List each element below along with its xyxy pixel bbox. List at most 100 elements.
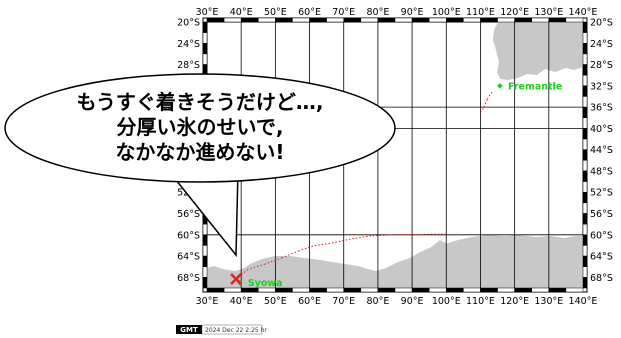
border-segment xyxy=(548,17,567,23)
border-segment xyxy=(309,17,327,23)
ship-position-marker xyxy=(230,273,242,285)
gmt-text-box xyxy=(201,324,263,335)
border-segment xyxy=(258,17,276,23)
border-segment xyxy=(343,287,362,293)
border-segment xyxy=(202,277,208,289)
australia-landmass xyxy=(493,22,583,80)
longitude-label: 40°E xyxy=(230,7,253,18)
longitude-label: 90°E xyxy=(401,7,424,18)
border-segment xyxy=(258,287,276,293)
border-segment xyxy=(582,64,588,76)
longitude-label: 70°E xyxy=(332,7,355,18)
border-segment xyxy=(582,234,588,246)
latitude-label: 20°S xyxy=(177,18,200,29)
border-segment xyxy=(514,287,532,293)
border-segment xyxy=(582,181,588,193)
longitude-label: 30°E xyxy=(196,7,219,18)
border-segment xyxy=(240,17,259,23)
border-segment xyxy=(446,17,464,23)
track-segment xyxy=(412,233,430,236)
border-segment xyxy=(565,287,584,293)
track-segment xyxy=(282,250,300,259)
longitude-label: 120°E xyxy=(500,7,529,18)
border-segment xyxy=(582,277,588,289)
border-segment xyxy=(202,32,208,44)
border-segment xyxy=(202,21,208,33)
border-segment xyxy=(223,17,242,23)
border-segment xyxy=(411,287,430,293)
longitude-label: 110°E xyxy=(466,7,495,18)
border-segment xyxy=(240,287,259,293)
place-label: Syowa xyxy=(248,278,283,289)
latitude-label: 68°S xyxy=(177,273,200,284)
border-segment xyxy=(582,32,588,44)
bubble-joint-mask xyxy=(180,160,230,180)
border-segment xyxy=(582,138,588,150)
border-segment xyxy=(202,43,208,55)
border-segment xyxy=(206,287,225,293)
border-segment xyxy=(202,255,208,267)
border-segment xyxy=(292,287,310,293)
border-segment xyxy=(497,287,515,293)
longitude-label: 80°E xyxy=(366,7,389,18)
latitude-label: 20°S xyxy=(590,18,613,29)
latitude-label: 44°S xyxy=(590,145,613,156)
border-segment xyxy=(463,17,481,23)
border-segment xyxy=(497,17,515,23)
border-segment xyxy=(582,202,588,214)
border-segment xyxy=(582,255,588,267)
bubble-line-2: 分厚い氷のせいで, xyxy=(117,115,284,139)
border-segment xyxy=(582,213,588,225)
bubble-body xyxy=(4,73,396,183)
gmt-timestamp: GMT 2024 Dec 22 2:25 hr xyxy=(176,324,267,335)
gmt-logo-box xyxy=(176,325,202,334)
border-segment xyxy=(202,245,208,257)
border-segment xyxy=(582,53,588,65)
border-segment xyxy=(428,17,447,23)
track-segment xyxy=(247,263,266,270)
place-marker xyxy=(497,83,503,89)
border-segment xyxy=(565,17,584,23)
track-segment xyxy=(483,98,488,108)
ship-marker-stroke xyxy=(230,273,242,285)
border-segment xyxy=(582,191,588,204)
border-segment xyxy=(514,17,532,23)
border-segment xyxy=(480,287,498,293)
latitude-label: 56°S xyxy=(177,209,200,220)
border-segment xyxy=(582,74,588,87)
longitude-label: 110°E xyxy=(466,296,495,307)
latitude-label: 24°S xyxy=(177,39,200,50)
longitude-label: 40°E xyxy=(230,296,253,307)
border-segment xyxy=(343,17,362,23)
border-segment xyxy=(202,234,208,246)
border-segment xyxy=(582,266,588,278)
border-segment xyxy=(480,17,498,23)
border-segment xyxy=(531,17,550,23)
antarctica-landmass xyxy=(207,235,583,288)
border-segment xyxy=(360,287,379,293)
latitude-label: 24°S xyxy=(590,39,613,50)
latitude-label: 40°S xyxy=(590,124,613,135)
longitude-label: 120°E xyxy=(500,296,529,307)
border-segment xyxy=(202,53,208,65)
longitude-labels-top: 30°E 40°E 50°E 60°E 70°E 80°E 90°E 100°E 110°E 12… xyxy=(196,7,598,18)
border-segment xyxy=(326,17,344,23)
gmt-text: 2024 Dec 22 2:25 hr xyxy=(205,327,267,334)
longitude-label: 140°E xyxy=(569,296,598,307)
border-segment xyxy=(582,128,588,140)
track-segment xyxy=(486,90,493,100)
border-segment xyxy=(582,21,588,33)
bubble-line-1: もうすぐ着きそうだけど…, xyxy=(77,90,324,114)
latitude-label: 52°S xyxy=(590,188,613,199)
longitude-label: 140°E xyxy=(569,7,598,18)
border-segment xyxy=(548,287,567,293)
ship-track xyxy=(235,90,493,280)
border-segment xyxy=(582,117,588,129)
longitude-label: 90°E xyxy=(401,296,424,307)
track-segment xyxy=(235,268,249,280)
track-segment xyxy=(480,106,485,113)
longitude-label: 50°E xyxy=(264,296,287,307)
longitude-label: 130°E xyxy=(534,7,563,18)
latitude-label: 68°S xyxy=(590,273,613,284)
